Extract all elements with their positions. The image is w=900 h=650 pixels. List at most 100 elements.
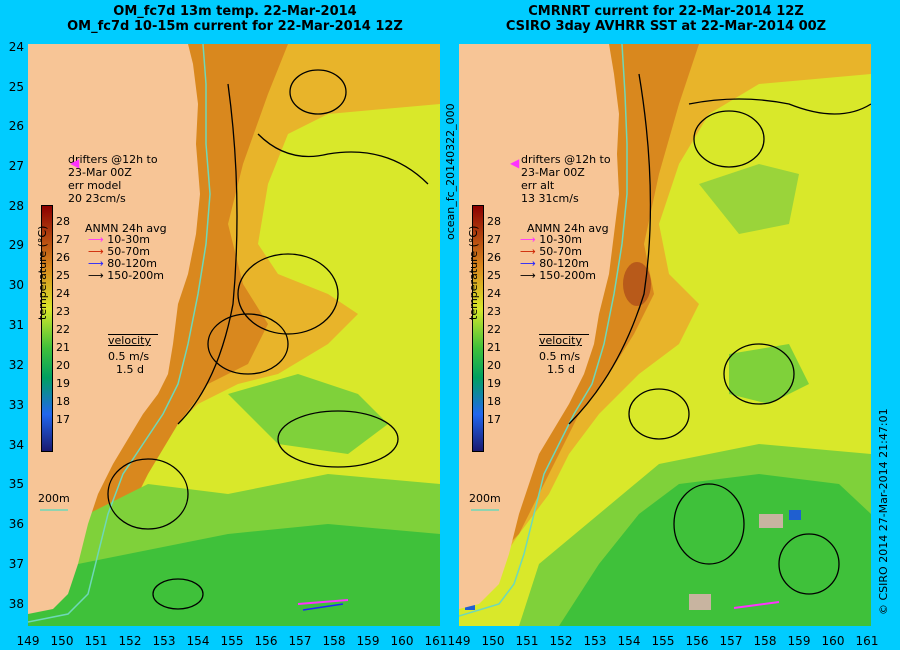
- cb-tick: 25: [487, 269, 501, 282]
- left-velocity-scale: 0.5 m/s 1.5 d: [108, 350, 149, 376]
- velocity-speed: 0.5 m/s: [539, 350, 581, 363]
- cb-tick: 24: [56, 287, 70, 300]
- cb-tick: 20: [56, 359, 70, 372]
- x-tick: 161: [424, 634, 448, 648]
- anmn-arrow-icon: ⟶: [520, 269, 536, 282]
- anmn-arrow-icon: ⟶: [520, 245, 536, 258]
- left-anmn-title: ANMN 24h avg: [85, 222, 167, 235]
- left-title-line2: OM_fc7d 10-15m current for 22-Mar-2014 1…: [67, 19, 403, 34]
- left-map-svg: [28, 44, 440, 626]
- left-title-line1: OM_fc7d 13m temp. 22-Mar-2014: [113, 4, 357, 19]
- right-anmn-title: ANMN 24h avg: [527, 222, 609, 235]
- velocity-days: 1.5 d: [116, 363, 144, 376]
- velocity-speed: 0.5 m/s: [108, 350, 150, 363]
- right-drifters-legend: drifters @12h to 23-Mar 00Z err alt 13 3…: [521, 153, 611, 205]
- right-colorbar-label: temperature (°C): [467, 225, 480, 320]
- right-map-svg: [459, 44, 871, 626]
- left-drifter-arrow-icon: ◀: [70, 156, 80, 170]
- anmn-arrow-icon: ⟶: [88, 257, 104, 270]
- anmn-row-10-30: ⟶ 10-30m: [520, 233, 582, 246]
- x-tick: 159: [787, 634, 811, 648]
- forecast-id-label: ocean_fc_20140322_000: [444, 103, 457, 240]
- y-tick: 26: [8, 119, 24, 133]
- cb-tick: 23: [56, 305, 70, 318]
- anmn-arrow-icon: ⟶: [88, 233, 104, 246]
- y-tick: 28: [8, 199, 24, 213]
- cb-tick: 18: [487, 395, 501, 408]
- cb-tick: 27: [56, 233, 70, 246]
- right-drifter-arrow-icon: ◀: [510, 156, 520, 170]
- anmn-row-50-70: ⟶ 50-70m: [520, 245, 582, 258]
- x-tick: 150: [481, 634, 505, 648]
- y-tick: 35: [8, 477, 24, 491]
- right-title-line2: CSIRO 3day AVHRR SST at 22-Mar-2014 00Z: [505, 19, 827, 34]
- x-tick: 160: [821, 634, 845, 648]
- anmn-arrow-icon: ⟶: [520, 233, 536, 246]
- x-tick: 156: [254, 634, 278, 648]
- drifters-line4: 13 31cm/s: [521, 192, 579, 205]
- cb-tick: 23: [487, 305, 501, 318]
- x-tick: 153: [152, 634, 176, 648]
- cb-tick: 28: [56, 215, 70, 228]
- cb-tick: 19: [56, 377, 70, 390]
- x-tick: 160: [390, 634, 414, 648]
- x-tick: 153: [583, 634, 607, 648]
- y-tick: 30: [8, 278, 24, 292]
- cb-tick: 21: [487, 341, 501, 354]
- cb-tick: 17: [487, 413, 501, 426]
- drifters-line2: 23-Mar 00Z: [521, 166, 585, 179]
- x-tick: 157: [719, 634, 743, 648]
- cb-tick: 21: [56, 341, 70, 354]
- anmn-arrow-icon: ⟶: [88, 269, 104, 282]
- drifters-line1: drifters @12h to: [521, 153, 611, 166]
- cb-tick: 28: [487, 215, 501, 228]
- left-velocity-label: velocity: [108, 334, 151, 347]
- cb-tick: 20: [487, 359, 501, 372]
- x-tick: 156: [685, 634, 709, 648]
- anmn-row-150-200: ⟶ 150-200m: [88, 269, 164, 282]
- left-title: OM_fc7d 13m temp. 22-Mar-2014 OM_fc7d 10…: [30, 4, 440, 34]
- x-tick: 149: [447, 634, 471, 648]
- right-title: CMRNRT current for 22-Mar-2014 12Z CSIRO…: [460, 4, 872, 34]
- y-tick: 27: [8, 159, 24, 173]
- right-title-line1: CMRNRT current for 22-Mar-2014 12Z: [528, 4, 804, 19]
- credit-label: © CSIRO 2014 27-Mar-2014 21:47:01: [877, 408, 890, 615]
- cb-tick: 26: [56, 251, 70, 264]
- left-velocity-arrow-icon: [108, 334, 158, 335]
- x-tick: 149: [16, 634, 40, 648]
- x-tick: 158: [322, 634, 346, 648]
- anmn-row-50-70: ⟶ 50-70m: [88, 245, 150, 258]
- left-colorbar-label: temperature (°C): [36, 225, 49, 320]
- left-colorbar: [41, 205, 53, 452]
- x-tick: 158: [753, 634, 777, 648]
- right-map: 200m drifters @12h to 23-Mar 00Z err alt…: [459, 44, 871, 626]
- drifters-line3: err model: [68, 179, 122, 192]
- cb-tick: 22: [56, 323, 70, 336]
- right-isobath-label: 200m: [469, 492, 501, 505]
- x-tick: 161: [855, 634, 879, 648]
- y-tick: 37: [8, 557, 24, 571]
- x-tick: 151: [84, 634, 108, 648]
- drifters-line3: err alt: [521, 179, 555, 192]
- anmn-arrow-icon: ⟶: [520, 257, 536, 270]
- cb-tick: 17: [56, 413, 70, 426]
- y-tick: 33: [8, 398, 24, 412]
- y-tick: 32: [8, 358, 24, 372]
- cb-tick: 22: [487, 323, 501, 336]
- x-tick: 151: [515, 634, 539, 648]
- anmn-row-80-120: ⟶ 80-120m: [520, 257, 589, 270]
- drifters-line1: drifters @12h to: [68, 153, 158, 166]
- y-tick: 25: [8, 80, 24, 94]
- cb-tick: 27: [487, 233, 501, 246]
- drifters-line2: 23-Mar 00Z: [68, 166, 132, 179]
- right-colorbar: [472, 205, 484, 452]
- velocity-days: 1.5 d: [547, 363, 575, 376]
- cb-tick: 19: [487, 377, 501, 390]
- x-tick: 157: [288, 634, 312, 648]
- x-tick: 159: [356, 634, 380, 648]
- right-velocity-scale: 0.5 m/s 1.5 d: [539, 350, 580, 376]
- x-tick: 152: [549, 634, 573, 648]
- anmn-row-10-30: ⟶ 10-30m: [88, 233, 150, 246]
- anmn-row-80-120: ⟶ 80-120m: [88, 257, 157, 270]
- right-velocity-label: velocity: [539, 334, 582, 347]
